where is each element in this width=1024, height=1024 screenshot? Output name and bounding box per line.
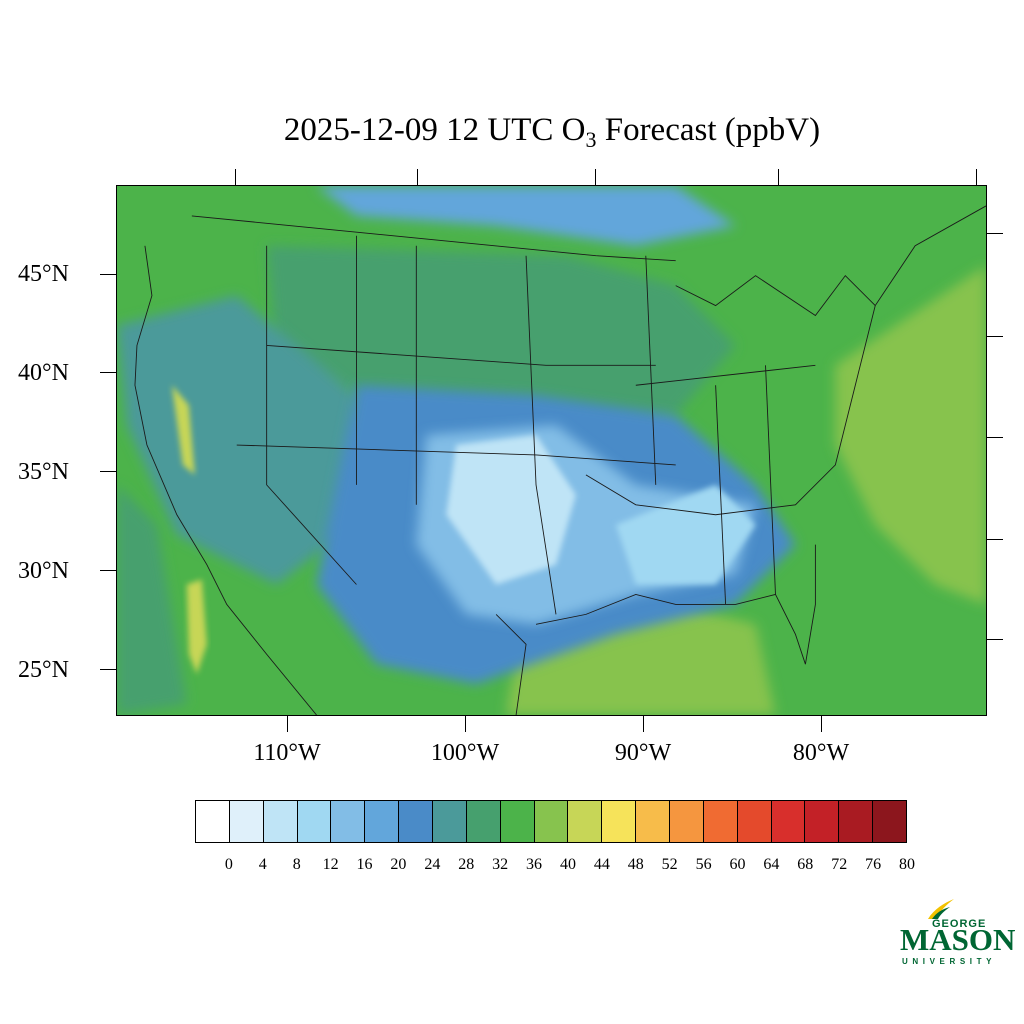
lon-label-80w: 80°W [792, 740, 850, 766]
left-tick [100, 669, 116, 670]
top-tick [235, 169, 236, 185]
right-tick [987, 437, 1003, 438]
lat-label-25n: 25°N [18, 657, 69, 683]
left-tick [100, 372, 116, 373]
colorbar-swatch [703, 801, 738, 842]
colorbar-swatch [568, 801, 603, 842]
left-tick [100, 471, 116, 472]
west-blue [117, 295, 367, 585]
lat-label-35n: 35°N [18, 459, 69, 485]
map-title: 2025-12-09 12 UTC O3 Forecast (ppbV) [0, 108, 1024, 162]
ozone-forecast-map [116, 185, 987, 716]
colorbar-tick-label: 32 [492, 856, 509, 873]
colorbar-swatch [839, 801, 874, 842]
colorbar-tick-label: 20 [390, 856, 407, 873]
lat-label-30n: 30°N [18, 558, 69, 584]
south-lightest-blue [446, 435, 576, 585]
colorbar-tick-label: 24 [424, 856, 441, 873]
lon-label-110w: 110°W [253, 740, 321, 766]
colorbar-swatch [636, 801, 671, 842]
top-tick [976, 169, 977, 185]
title-prefix: 2025-12-09 12 UTC O [283, 112, 586, 148]
boundary-lines [134, 205, 986, 715]
logo-mason: MASON [900, 922, 1016, 957]
lon-label-100w: 100°W [430, 740, 500, 766]
colorbar-tick-label: 16 [356, 856, 373, 873]
top-tick [778, 169, 779, 185]
right-tick [987, 639, 1003, 640]
colorbar-swatch [670, 801, 704, 842]
canada-blue [316, 186, 736, 246]
map-field [117, 186, 986, 715]
colorbar-swatch [433, 801, 467, 842]
colorbar-tick-label: 60 [729, 856, 746, 873]
colorbar-swatch [534, 801, 569, 842]
colorbar-tick-label: 48 [627, 856, 644, 873]
colorbar-tick-label: 36 [526, 856, 543, 873]
colorbar-tick-label: 72 [831, 856, 848, 873]
title-suffix: Forecast (ppbV) [596, 112, 821, 148]
colorbar-swatch [399, 801, 434, 842]
colorbar [195, 800, 907, 843]
pacific-teal [117, 484, 187, 715]
title-subscript: 3 [585, 127, 597, 152]
colorbar-tick-label: 68 [797, 856, 814, 873]
colorbar-tick-label: 76 [865, 856, 882, 873]
colorbar-swatch [263, 801, 298, 842]
southeast-light-blue [615, 484, 756, 585]
bottom-tick [465, 716, 466, 732]
bottom-tick [821, 716, 822, 732]
colorbar-swatch [737, 801, 772, 842]
atlantic-field [835, 265, 986, 605]
colorbar-swatch [771, 801, 806, 842]
right-tick [987, 233, 1003, 234]
colorbar-tick-label: 8 [292, 856, 301, 873]
baja-yellow [186, 579, 207, 675]
bottom-tick [643, 716, 644, 732]
colorbar-tick-label: 44 [593, 856, 610, 873]
colorbar-swatch [297, 801, 332, 842]
colorbar-swatch [805, 801, 840, 842]
colorbar-tick-label: 12 [322, 856, 339, 873]
colorbar-swatch [873, 801, 907, 842]
colorbar-tick-label: 0 [224, 856, 233, 873]
colorbar-swatch [229, 801, 264, 842]
bottom-tick [287, 716, 288, 732]
colorbar-swatch [196, 801, 230, 842]
left-tick [100, 570, 116, 571]
logo-university: UNIVERSITY [902, 957, 997, 966]
colorbar-swatch [365, 801, 400, 842]
left-tick [100, 274, 116, 275]
colorbar-tick-label: 56 [695, 856, 712, 873]
colorbar-swatch [331, 801, 366, 842]
colorbar-tick-label: 28 [458, 856, 475, 873]
colorbar-swatch [466, 801, 501, 842]
logo-george: GEORGE [932, 918, 987, 930]
lon-label-90w: 90°W [614, 740, 672, 766]
colorbar-swatch [602, 801, 637, 842]
flame-icon [928, 899, 954, 919]
colorbar-tick-label: 52 [661, 856, 678, 873]
nevada-yellow [171, 385, 195, 475]
colorbar-swatch [500, 801, 535, 842]
colorbar-tick-label: 40 [559, 856, 576, 873]
gmu-logo: GEORGE MASON UNIVERSITY [896, 895, 1015, 970]
colorbar-tick-label: 64 [763, 856, 780, 873]
top-tick [595, 169, 596, 185]
colorbar-tick-label: 80 [899, 856, 915, 873]
colorbar-tick-label: 4 [258, 856, 267, 873]
lat-label-40n: 40°N [18, 360, 69, 386]
top-tick [417, 169, 418, 185]
right-tick [987, 336, 1003, 337]
right-tick [987, 539, 1003, 540]
lat-label-45n: 45°N [18, 261, 69, 287]
